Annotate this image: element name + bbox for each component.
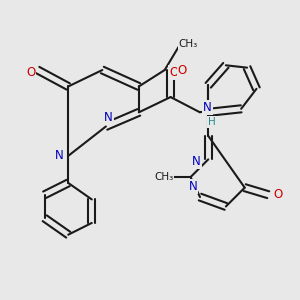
Text: O: O <box>178 64 187 76</box>
Text: N: N <box>104 111 112 124</box>
Text: O: O <box>169 66 179 79</box>
Text: O: O <box>26 66 35 79</box>
Text: CH₃: CH₃ <box>154 172 173 182</box>
Text: CH₃: CH₃ <box>178 39 198 49</box>
Text: N: N <box>203 101 212 114</box>
Text: H: H <box>208 117 216 127</box>
Text: N: N <box>189 180 197 193</box>
Text: O: O <box>273 188 282 201</box>
Text: N: N <box>192 155 201 168</box>
Text: N: N <box>54 149 63 162</box>
